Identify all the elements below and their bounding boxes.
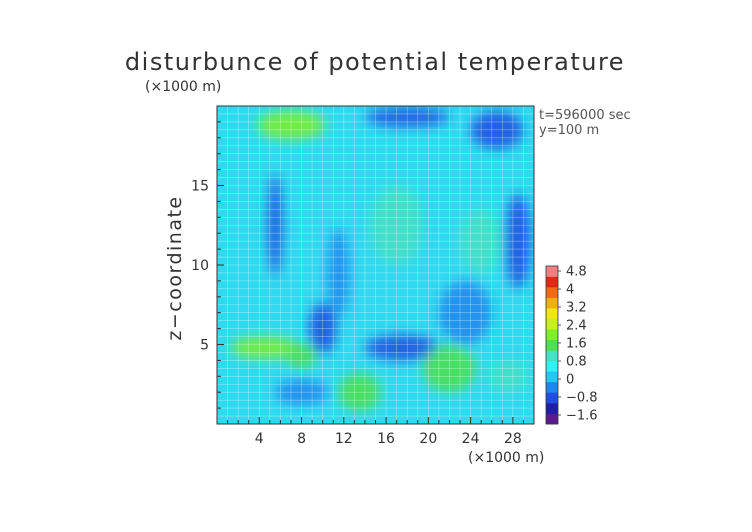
heatmap-feature — [267, 174, 283, 277]
heatmap-feature — [438, 280, 492, 345]
y-tick-label: 15 — [191, 179, 209, 195]
heatmap-feature — [364, 334, 439, 361]
heatmap-feature — [486, 360, 529, 393]
colorbar-segment — [546, 287, 558, 298]
colorbar: 4.8 4 3.2 2.4 1.6 0.8 0 −0.8 −1.6 — [545, 265, 598, 425]
chart-title: disturbunce of potential temperature — [125, 48, 625, 76]
colorbar-segment — [546, 297, 558, 309]
y-annotation: y=100 m — [539, 123, 599, 138]
colorbar-segment — [546, 392, 558, 404]
heatmap-area — [217, 106, 534, 424]
time-annotation: t=596000 sec — [539, 108, 631, 123]
heatmap-feature — [308, 303, 337, 355]
colorbar-segment — [546, 413, 558, 425]
heatmap-feature — [230, 336, 299, 359]
heatmap-feature — [370, 185, 424, 265]
colorbar-label: 4 — [566, 283, 574, 298]
colorbar-label: 0.8 — [566, 355, 587, 370]
y-tick-label: 10 — [191, 258, 209, 274]
heatmap-feature — [275, 379, 328, 405]
colorbar-segment — [546, 308, 558, 319]
colorbar-label: 0 — [566, 373, 574, 388]
colorbar-label: 1.6 — [566, 337, 587, 352]
x-tick-label: 16 — [377, 431, 395, 447]
colorbar-segment — [546, 360, 558, 372]
colorbar-segment — [546, 266, 558, 277]
colorbar-segment — [546, 381, 558, 393]
y-tick-label: 5 — [200, 338, 209, 354]
y-unit-label: (×1000 m) — [145, 79, 221, 95]
colorbar-segment — [546, 339, 558, 351]
colorbar-label: 4.8 — [566, 265, 587, 280]
colorbar-label: 2.4 — [566, 319, 587, 334]
heatmap-feature — [257, 110, 325, 140]
heatmap-feature — [423, 344, 476, 393]
colorbar-segment — [546, 276, 558, 288]
x-tick-label: 4 — [255, 431, 264, 447]
colorbar-segment — [546, 350, 558, 362]
heatmap-feature — [338, 373, 381, 412]
y-axis-label: z−coordinate — [164, 195, 186, 340]
heatmap-feature — [505, 193, 531, 289]
heatmap-feature — [327, 228, 350, 318]
heatmap-features — [230, 107, 531, 412]
heatmap-feature — [460, 209, 503, 273]
colorbar-label: 3.2 — [566, 301, 587, 316]
x-unit-label: (×1000 m) — [468, 450, 544, 466]
x-tick-label: 8 — [297, 431, 306, 447]
heatmap-feature — [285, 342, 318, 369]
x-axis: 4 8 12 16 20 24 28 — [227, 417, 524, 447]
colorbar-segment — [546, 371, 558, 383]
colorbar-label: −1.6 — [566, 409, 598, 424]
heatmap-feature — [364, 107, 450, 127]
x-tick-label: 24 — [462, 431, 480, 447]
y-axis: 5 10 15 — [191, 121, 224, 409]
heatmap-feature — [470, 110, 524, 149]
colorbar-segment — [546, 318, 558, 330]
x-tick-label: 12 — [335, 431, 353, 447]
colorbar-segment — [546, 402, 558, 414]
x-tick-label: 20 — [419, 431, 437, 447]
x-tick-label: 28 — [504, 431, 522, 447]
colorbar-label: −0.8 — [566, 391, 598, 406]
grid — [217, 106, 534, 424]
colorbar-segment — [546, 329, 558, 341]
colorbar-frame — [545, 265, 559, 425]
